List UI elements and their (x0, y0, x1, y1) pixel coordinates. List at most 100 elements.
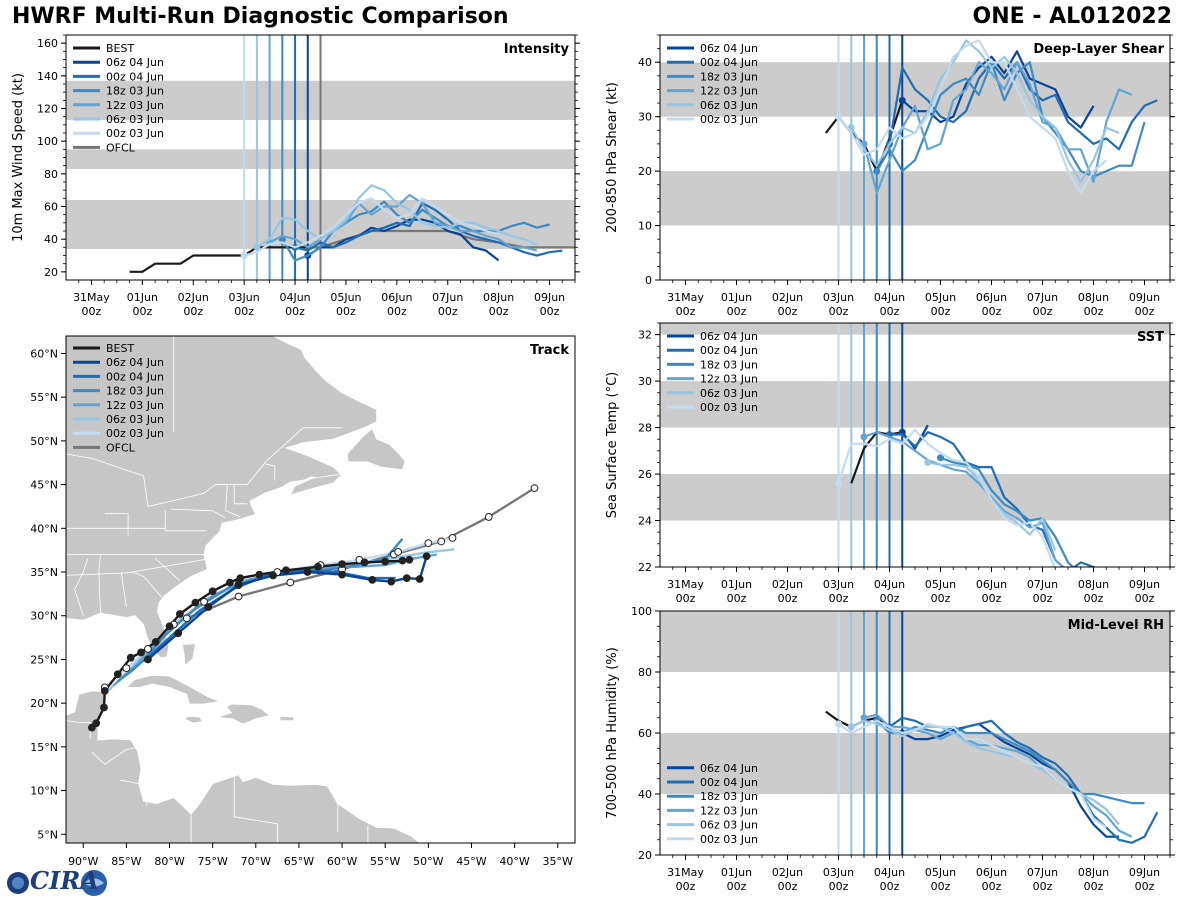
track-point-best (92, 719, 101, 728)
border-country (91, 746, 142, 765)
legend-label: 18z 03 Jun (700, 358, 758, 371)
legend-label: 00z 04 Jun (106, 70, 164, 83)
y-tick-label: 100 (631, 605, 652, 618)
y-tick-label: 30 (638, 111, 652, 124)
track-point-06z-04-jun (422, 552, 431, 561)
x-tick-label: 06Jun (976, 578, 1007, 591)
panel-title: SST (1137, 330, 1164, 345)
y-tick-label: 20 (638, 165, 652, 178)
series-line-12z-03-jun (863, 713, 1133, 838)
legend-label: 00z 03 Jun (700, 113, 758, 126)
lat-tick-label: 55°N (30, 391, 58, 404)
lat-tick-label: 60°N (30, 347, 58, 360)
series-line-12z-03-jun (862, 61, 1133, 194)
lon-tick-label: 75°W (197, 855, 227, 868)
x-tick-label: 00z (676, 305, 696, 318)
panel-title: Intensity (504, 42, 570, 57)
lon-tick-label: 65°W (284, 855, 314, 868)
track-point-best (100, 703, 108, 712)
lon-tick-label: 60°W (327, 855, 357, 868)
lat-tick-label: 35°N (30, 566, 58, 579)
border-state (233, 484, 248, 505)
track-point-ofcl (530, 484, 539, 493)
legend-label: 06z 03 Jun (106, 413, 164, 426)
x-tick-label: 00z (676, 592, 696, 605)
track-point-06z-04-jun (269, 571, 277, 580)
x-tick-label: 31May (667, 291, 704, 304)
x-tick-label: 00z (676, 880, 696, 893)
track-point-best (113, 670, 122, 679)
series-start-point-00z-03-jun (835, 479, 842, 487)
x-tick-label: 00z (982, 592, 1002, 605)
lat-tick-label: 25°N (30, 653, 58, 666)
x-tick-label: 00z (778, 880, 798, 893)
x-tick-label: 00z (82, 305, 102, 318)
legend-label: 00z 04 Jun (700, 776, 758, 789)
x-tick-label: 00z (489, 305, 509, 318)
x-tick-label: 00z (438, 305, 458, 318)
series-line-12z-03-jun (269, 194, 538, 252)
y-tick-label: 20 (638, 849, 652, 862)
x-tick-label: 00z (1033, 592, 1053, 605)
map-frame (65, 335, 576, 844)
x-tick-label: 07Jun (1027, 291, 1058, 304)
series-line-06z-04-jun (307, 218, 500, 262)
track-point-best (191, 598, 200, 607)
y-tick-label: 20 (44, 266, 58, 279)
legend-label: 00z 03 Jun (106, 427, 164, 440)
series-line-06z-04-jun (901, 722, 1119, 838)
track-point-ofcl (437, 537, 446, 546)
y-axis-label: 200-850 hPa Shear (kt) (605, 82, 620, 233)
x-tick-label: 01Jun (721, 578, 752, 591)
series-line-00z-03-jun (837, 39, 1108, 194)
x-tick-label: 00z (1033, 880, 1053, 893)
x-tick-label: 01Jun (127, 291, 158, 304)
panel-track: 90°W 85°W 80°W 75°W 70°W 65°W 60°W 55°W 50°W 45°W… (30, 335, 576, 868)
land-nova-scotia (289, 473, 344, 496)
track-line-best (91, 558, 410, 729)
border-state (154, 557, 181, 582)
land-jamaica (183, 715, 203, 724)
legend-label: 18z 03 Jun (700, 70, 758, 83)
series-line-06z-03-jun (850, 39, 1120, 184)
track-point-06z-04-jun (234, 581, 243, 590)
x-tick-label: 00z (1033, 305, 1053, 318)
legend-label: BEST (106, 42, 134, 55)
track-point-06z-04-jun (402, 574, 411, 583)
legend-label: 06z 03 Jun (700, 387, 758, 400)
x-tick-label: 00z (982, 305, 1002, 318)
land-central-america (66, 690, 192, 843)
legend-label: 06z 04 Jun (700, 42, 758, 55)
x-tick-label: 00z (931, 592, 951, 605)
track-point-ofcl (234, 592, 243, 601)
map-area (66, 336, 575, 843)
lon-tick-label: 55°W (370, 855, 400, 868)
x-tick-label: 01Jun (721, 866, 752, 879)
x-tick-label: 00z (285, 305, 305, 318)
x-tick-label: 03Jun (229, 291, 260, 304)
x-tick-label: 03Jun (823, 291, 854, 304)
track-point-best (381, 557, 390, 566)
x-tick-label: 00z (387, 305, 407, 318)
y-tick-label: 22 (638, 561, 652, 574)
x-tick-label: 00z (1135, 880, 1155, 893)
x-tick-label: 00z (931, 880, 951, 893)
legend-label: 00z 04 Jun (106, 370, 164, 383)
x-tick-label: 06Jun (381, 291, 412, 304)
track-point-best (360, 558, 369, 567)
y-tick-label: 60 (44, 201, 58, 214)
x-tick-label: 00z (727, 880, 747, 893)
track-point-00z-03-jun (448, 534, 457, 542)
border-province (264, 427, 343, 464)
x-tick-label: 02Jun (772, 291, 803, 304)
border-state (66, 558, 209, 576)
x-tick-label: 07Jun (432, 291, 463, 304)
legend-label: 12z 03 Jun (106, 399, 164, 412)
panel-title: Deep-Layer Shear (1033, 42, 1164, 57)
legend-label: 18z 03 Jun (106, 385, 164, 398)
track-point-best (236, 574, 245, 583)
x-tick-label: 05Jun (925, 291, 956, 304)
series-start-point-12z-03-jun (860, 433, 868, 441)
legend-label: 00z 03 Jun (700, 401, 758, 414)
